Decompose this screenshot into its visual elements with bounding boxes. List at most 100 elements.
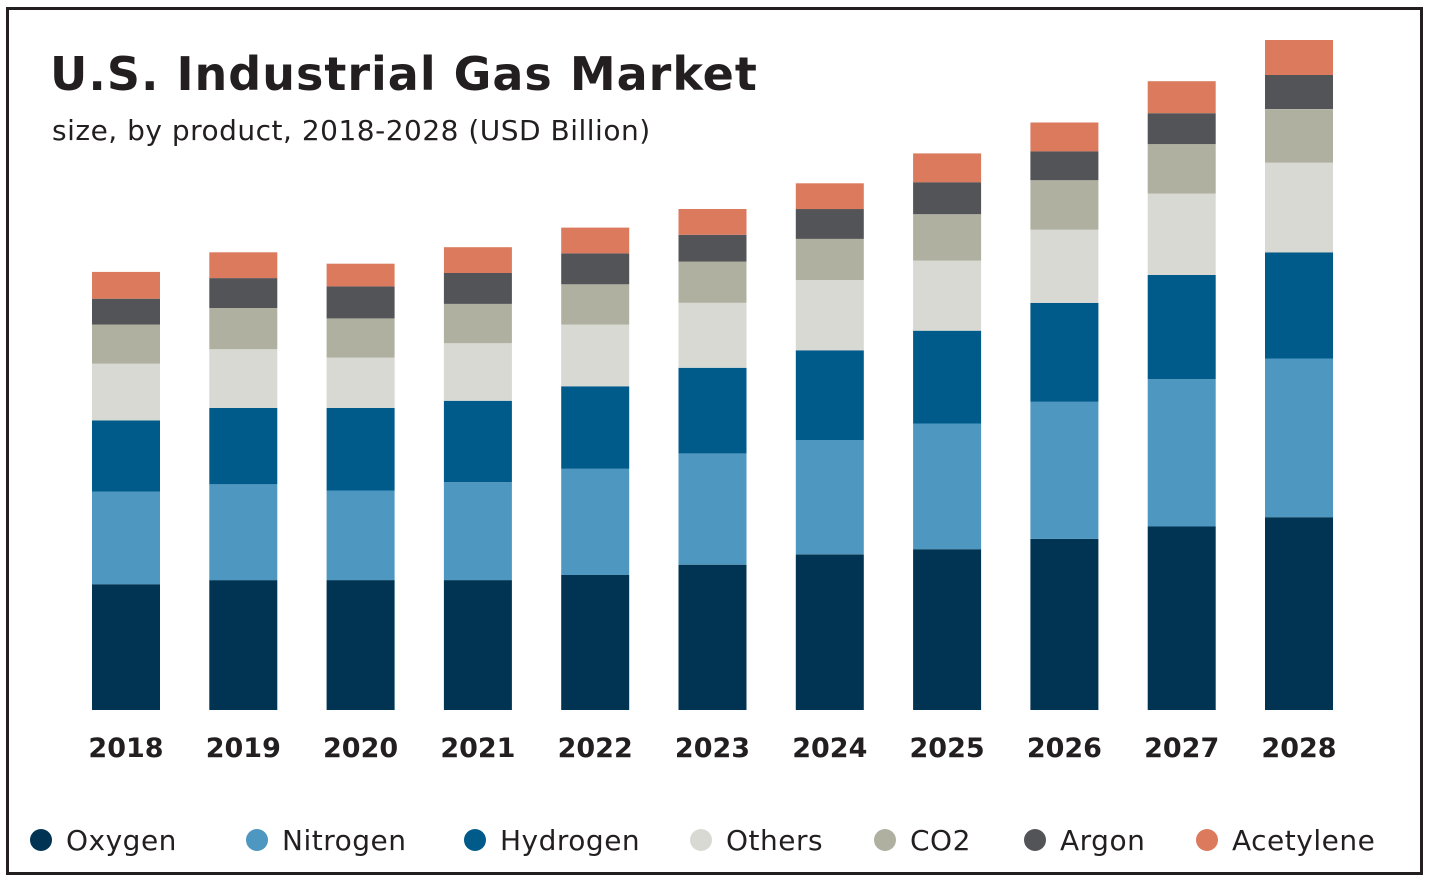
- x-tick-label: 2025: [910, 733, 985, 764]
- bar-segment-nitrogen-2026: [1030, 401, 1099, 539]
- bar-segment-acetylene-2024: [795, 183, 864, 210]
- bar-segment-nitrogen-2021: [443, 482, 512, 581]
- legend-swatch: [690, 829, 712, 851]
- bar-segment-hydrogen-2024: [795, 350, 864, 440]
- legend-swatch: [30, 829, 52, 851]
- bar-segment-oxygen-2018: [92, 584, 160, 710]
- bar-segment-nitrogen-2023: [678, 453, 747, 565]
- x-tick-label: 2021: [440, 733, 515, 764]
- legend-label: Hydrogen: [500, 823, 641, 857]
- chart-subtitle: size, by product, 2018-2028 (USD Billion…: [52, 114, 651, 147]
- bar-segment-co2-2019: [209, 308, 278, 350]
- bar-segment-others-2026: [1030, 229, 1099, 303]
- legend-label: CO2: [910, 823, 971, 857]
- legend-label: Acetylene: [1232, 823, 1376, 857]
- legend-item-argon: Argon: [1024, 818, 1145, 862]
- legend-item-hydrogen: Hydrogen: [464, 818, 640, 862]
- bar-segment-acetylene-2028: [1265, 40, 1333, 75]
- bar-segment-oxygen-2026: [1030, 538, 1099, 710]
- legend-item-oxygen: Oxygen: [30, 818, 177, 862]
- bar-segment-argon-2027: [1147, 113, 1216, 145]
- bar-segment-acetylene-2021: [443, 247, 512, 273]
- bar-segment-nitrogen-2020: [326, 490, 395, 581]
- x-tick-label: 2024: [792, 733, 867, 764]
- bar-segment-argon-2026: [1030, 151, 1099, 181]
- bar-segment-others-2021: [443, 343, 512, 401]
- bar-segment-argon-2028: [1265, 75, 1333, 109]
- bar-segment-oxygen-2019: [209, 580, 278, 710]
- bar-segment-argon-2021: [443, 273, 512, 304]
- bar-segment-argon-2023: [678, 234, 747, 262]
- legend-label: Others: [726, 823, 824, 857]
- x-tick-label: 2023: [675, 733, 750, 764]
- bar-segment-oxygen-2024: [795, 554, 864, 710]
- x-tick-label: 2019: [206, 733, 281, 764]
- x-tick-label: 2018: [88, 733, 163, 764]
- bar-segment-others-2018: [92, 363, 160, 421]
- bar-segment-hydrogen-2023: [678, 367, 747, 454]
- bar-segment-co2-2024: [795, 238, 864, 281]
- bar-segment-others-2023: [678, 302, 747, 368]
- bar-segment-hydrogen-2025: [913, 330, 982, 424]
- bar-segment-others-2024: [795, 280, 864, 351]
- legend-item-co2: CO2: [874, 818, 971, 862]
- bar-segment-co2-2027: [1147, 144, 1216, 194]
- bar-segment-argon-2018: [92, 298, 160, 325]
- bar-segment-acetylene-2018: [92, 271, 160, 299]
- bar-segment-acetylene-2027: [1147, 81, 1216, 114]
- bar-segment-co2-2026: [1030, 180, 1099, 230]
- legend-swatch: [246, 829, 268, 851]
- bar-segment-argon-2019: [209, 278, 278, 308]
- bar-segment-others-2019: [209, 349, 278, 408]
- bar-segment-co2-2023: [678, 261, 747, 303]
- x-tick-label: 2020: [323, 733, 398, 764]
- bar-segment-hydrogen-2028: [1265, 252, 1333, 359]
- bar-segment-others-2028: [1265, 162, 1333, 253]
- bar-segment-argon-2024: [795, 209, 864, 239]
- bar-segment-others-2020: [326, 357, 395, 408]
- bar-segment-co2-2020: [326, 318, 395, 358]
- bar-segment-co2-2021: [443, 303, 512, 344]
- x-tick-label: 2027: [1144, 733, 1219, 764]
- bar-segment-oxygen-2028: [1265, 517, 1333, 710]
- bar-segment-hydrogen-2026: [1030, 302, 1099, 402]
- bar-segment-oxygen-2021: [443, 580, 512, 710]
- bar-segment-acetylene-2025: [913, 153, 982, 183]
- bar-segment-hydrogen-2019: [209, 408, 278, 485]
- bar-segment-oxygen-2020: [326, 580, 395, 710]
- bar-segment-argon-2020: [326, 286, 395, 319]
- legend-swatch: [1196, 829, 1218, 851]
- bar-segment-argon-2025: [913, 182, 982, 215]
- legend-swatch: [874, 829, 896, 851]
- bar-segment-hydrogen-2020: [326, 408, 395, 491]
- bar-segment-co2-2028: [1265, 109, 1333, 163]
- bar-segment-nitrogen-2024: [795, 439, 864, 555]
- bar-segment-hydrogen-2018: [92, 420, 160, 492]
- legend-swatch: [464, 829, 486, 851]
- legend-item-acetylene: Acetylene: [1196, 818, 1375, 862]
- bar-segment-acetylene-2026: [1030, 122, 1099, 152]
- bar-segment-nitrogen-2019: [209, 484, 278, 581]
- bar-segment-acetylene-2019: [209, 252, 278, 279]
- bar-segment-acetylene-2022: [561, 227, 630, 254]
- bar-segment-hydrogen-2021: [443, 400, 512, 483]
- bar-segment-others-2025: [913, 260, 982, 331]
- bar-segment-oxygen-2025: [913, 549, 982, 710]
- bar-segment-hydrogen-2022: [561, 386, 630, 469]
- bar-segment-oxygen-2027: [1147, 526, 1216, 710]
- bar-segment-others-2027: [1147, 193, 1216, 275]
- legend-label: Nitrogen: [282, 823, 407, 857]
- bar-segment-oxygen-2022: [561, 575, 630, 710]
- bar-segment-nitrogen-2027: [1147, 379, 1216, 527]
- chart-legend: Oxygen Nitrogen Hydrogen Others CO2 Argon Acet…: [30, 818, 1420, 862]
- x-tick-label: 2022: [558, 733, 633, 764]
- bar-segment-nitrogen-2028: [1265, 358, 1333, 518]
- bar-segment-co2-2018: [92, 324, 160, 364]
- bar-segment-hydrogen-2027: [1147, 275, 1216, 380]
- bar-segment-argon-2022: [561, 253, 630, 285]
- legend-item-others: Others: [690, 818, 823, 862]
- bar-segment-nitrogen-2025: [913, 423, 982, 550]
- legend-label: Oxygen: [66, 823, 177, 857]
- bar-segment-nitrogen-2022: [561, 468, 630, 575]
